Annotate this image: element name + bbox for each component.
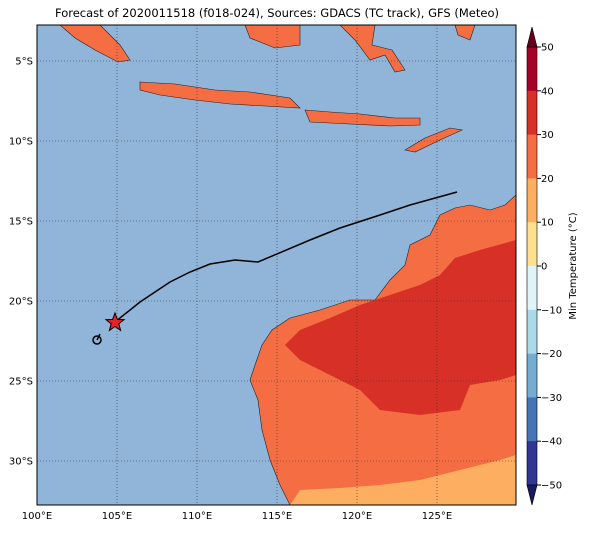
colorbar-tick-label: 20 [541, 174, 554, 185]
x-tick-label: 110°E [182, 511, 212, 522]
colorbar-tick-label: 10 [541, 218, 554, 229]
x-tick-label: 100°E [22, 511, 52, 522]
storm-start-tail [96, 333, 101, 341]
storm-position [104, 311, 126, 332]
colorbar-tick-label: −30 [541, 393, 562, 404]
colorbar-band [527, 178, 537, 223]
x-tick-label: 120°E [342, 511, 372, 522]
map-frame [36, 24, 517, 506]
colorbar-band [527, 397, 537, 442]
y-tick-label: 20°S [9, 297, 33, 308]
map-title: Forecast of 2020011518 (f018-024), Sourc… [55, 6, 499, 20]
colorbar: 50 40 30 20 10 0 −10 −20 −30 −40 −50 Min Temperatur… [526, 26, 579, 506]
colorbar-tick-label: 30 [541, 130, 554, 141]
colorbar-title: Min Temperature (°C) [568, 212, 579, 319]
colorbar-tick-label: −20 [541, 349, 562, 360]
storm-track [114, 191, 458, 323]
y-tick-label: 25°S [9, 377, 33, 388]
colorbar-tick-label: 50 [541, 43, 554, 54]
colorbar-tick-label: −40 [541, 437, 562, 448]
y-tick-label: 15°S [9, 217, 33, 228]
y-tick-label: 5°S [15, 57, 33, 68]
colorbar-extend-top [526, 26, 538, 48]
y-tick-label: 10°S [9, 137, 33, 148]
storm-start [92, 335, 102, 345]
colorbar-band [527, 266, 537, 311]
colorbar-extend-bottom [526, 484, 538, 506]
land [59, 25, 516, 505]
colorbar-tick-label: 40 [541, 86, 554, 97]
y-tick-label: 30°S [9, 457, 33, 468]
colorbar-tick-label: −10 [541, 305, 562, 316]
colorbar-band [527, 47, 537, 92]
colorbar-band [527, 309, 537, 355]
x-tick-label: 115°E [262, 511, 292, 522]
colorbar-band [527, 90, 537, 136]
x-tick-label: 125°E [422, 511, 452, 522]
colorbar-band [527, 441, 537, 486]
graticule [37, 25, 516, 505]
colorbar-tick-label: 0 [541, 262, 547, 273]
colorbar-tick-label: −50 [541, 481, 562, 492]
colorbar-band [527, 134, 537, 179]
x-tick-label: 105°E [102, 511, 132, 522]
colorbar-band [527, 353, 537, 398]
colorbar-band [527, 222, 537, 267]
